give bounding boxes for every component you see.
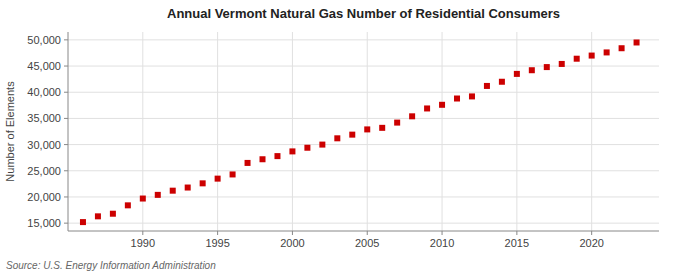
tick-label: 2005: [355, 237, 379, 249]
grid-line: [442, 32, 443, 231]
chart: Annual Vermont Natural Gas Number of Res…: [0, 0, 675, 275]
point: [110, 211, 116, 217]
tick: [64, 144, 68, 145]
points: [80, 39, 640, 225]
grid-line: [516, 32, 517, 231]
tick: [442, 231, 443, 235]
grid-line: [68, 39, 659, 40]
point: [319, 142, 325, 148]
y-axis-line: [68, 32, 69, 231]
tick: [292, 231, 293, 235]
point: [274, 153, 280, 159]
point: [424, 105, 430, 111]
point: [469, 93, 475, 99]
title: Annual Vermont Natural Gas Number of Res…: [167, 6, 560, 21]
tick-label: 2000: [280, 237, 304, 249]
point: [215, 176, 221, 182]
tick-label: 50,000: [27, 34, 61, 46]
grid: [68, 32, 659, 231]
point: [379, 125, 385, 131]
tick-label: 2020: [579, 237, 603, 249]
tick: [367, 231, 368, 235]
point: [544, 64, 550, 70]
tick: [64, 92, 68, 93]
x-axis-line: [68, 231, 659, 232]
tick: [591, 231, 592, 235]
grid-line: [68, 118, 659, 119]
point: [514, 71, 520, 77]
source-note: Source: U.S. Energy Information Administ…: [6, 260, 216, 271]
tick-label: 2015: [505, 237, 529, 249]
point: [394, 120, 400, 126]
tick-label: 25,000: [27, 165, 61, 177]
point: [289, 148, 295, 154]
grid-line: [68, 66, 659, 67]
tick: [142, 231, 143, 235]
point: [200, 180, 206, 186]
point: [185, 185, 191, 191]
tick-label: 2010: [430, 237, 454, 249]
point: [439, 102, 445, 108]
point: [559, 61, 565, 67]
grid-line: [591, 32, 592, 231]
point: [574, 56, 580, 62]
tick: [64, 118, 68, 119]
grid-line: [68, 144, 659, 145]
y-axis-label: Number of Elements: [4, 81, 16, 182]
tick: [64, 196, 68, 197]
point: [604, 49, 610, 55]
point: [589, 53, 595, 59]
point: [484, 83, 490, 89]
point: [619, 45, 625, 51]
point: [170, 188, 176, 194]
tick-label: 1995: [205, 237, 229, 249]
tick-label: 15,000: [27, 217, 61, 229]
tick-label: 30,000: [27, 139, 61, 151]
point: [155, 192, 161, 198]
point: [499, 79, 505, 85]
point: [95, 213, 101, 219]
grid-line: [217, 32, 218, 231]
point: [245, 160, 251, 166]
point: [409, 113, 415, 119]
tick: [64, 223, 68, 224]
grid-line: [68, 92, 659, 93]
point: [634, 39, 640, 45]
axes: 15,000 20,000 25,000 30,000 35,000 40,000 45,0…: [27, 32, 659, 249]
point: [230, 171, 236, 177]
point: [349, 132, 355, 138]
point: [454, 96, 460, 102]
point: [140, 196, 146, 202]
tick: [64, 39, 68, 40]
grid-line: [68, 223, 659, 224]
grid-line: [292, 32, 293, 231]
tick: [217, 231, 218, 235]
tick-label: 45,000: [27, 60, 61, 72]
point: [304, 145, 310, 151]
point: [334, 135, 340, 141]
tick-label: 1990: [131, 237, 155, 249]
grid-line: [68, 170, 659, 171]
point: [80, 219, 86, 225]
tick-label: 40,000: [27, 86, 61, 98]
tick-label: 35,000: [27, 112, 61, 124]
tick-label: 20,000: [27, 191, 61, 203]
tick: [516, 231, 517, 235]
tick: [64, 66, 68, 67]
tick: [64, 170, 68, 171]
point: [529, 67, 535, 73]
point: [364, 126, 370, 132]
point: [260, 156, 266, 162]
point: [125, 202, 131, 208]
